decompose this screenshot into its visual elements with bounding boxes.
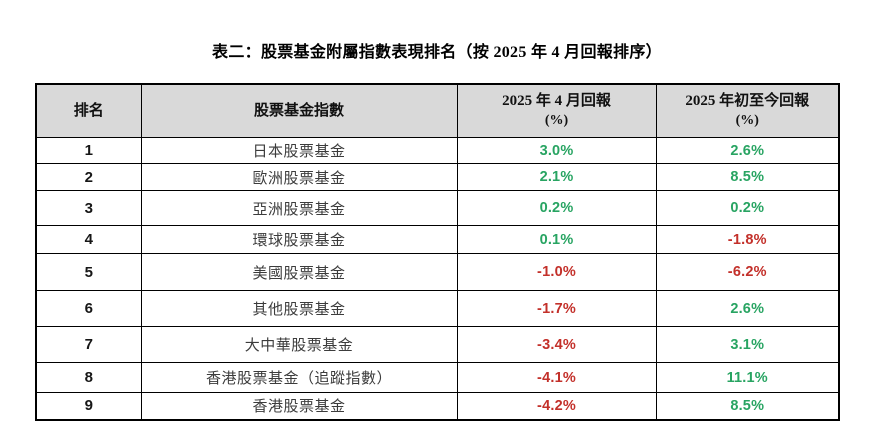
ytd-return-cell: 0.2% bbox=[655, 190, 840, 226]
ytd-return-cell: 3.1% bbox=[655, 326, 840, 363]
ytd-return-cell: 8.5% bbox=[655, 163, 840, 191]
fund-name-cell: 其他股票基金 bbox=[140, 290, 458, 327]
header-april-return: 2025 年 4 月回報 (%) bbox=[456, 83, 657, 138]
rank-cell: 2 bbox=[35, 163, 142, 191]
april-return-cell: -1.7% bbox=[456, 290, 657, 327]
ytd-return-cell: 2.6% bbox=[655, 290, 840, 327]
rank-cell: 8 bbox=[35, 362, 142, 393]
rank-cell: 4 bbox=[35, 225, 142, 254]
header-april-return-line1: 2025 年 4 月回報 bbox=[502, 93, 611, 110]
april-return-cell: -1.0% bbox=[456, 253, 657, 291]
rank-cell: 3 bbox=[35, 190, 142, 226]
header-ytd-return: 2025 年初至今回報 (%) bbox=[655, 83, 840, 138]
ytd-return-cell: 8.5% bbox=[655, 392, 840, 420]
rank-cell: 6 bbox=[35, 290, 142, 327]
header-fund-index: 股票基金指數 bbox=[140, 83, 458, 138]
fund-name-cell: 日本股票基金 bbox=[140, 137, 458, 164]
fund-name-cell: 香港股票基金 bbox=[140, 392, 458, 420]
april-return-cell: 2.1% bbox=[456, 163, 657, 191]
table-row: 5 美國股票基金 -1.0% -6.2% bbox=[35, 253, 840, 291]
fund-name-cell: 歐洲股票基金 bbox=[140, 163, 458, 191]
april-return-cell: -4.2% bbox=[456, 392, 657, 420]
header-rank: 排名 bbox=[35, 83, 142, 138]
table-row: 7 大中華股票基金 -3.4% 3.1% bbox=[35, 326, 840, 363]
april-return-cell: 3.0% bbox=[456, 137, 657, 164]
april-return-cell: 0.2% bbox=[456, 190, 657, 226]
table-row: 4 環球股票基金 0.1% -1.8% bbox=[35, 225, 840, 254]
ytd-return-cell: -1.8% bbox=[655, 225, 840, 254]
april-return-cell: -3.4% bbox=[456, 326, 657, 363]
fund-name-cell: 環球股票基金 bbox=[140, 225, 458, 254]
header-ytd-return-line1: 2025 年初至今回報 bbox=[685, 93, 810, 110]
fund-name-cell: 香港股票基金（追蹤指數） bbox=[140, 362, 458, 393]
header-ytd-return-unit: (%) bbox=[735, 112, 759, 128]
table-row: 8 香港股票基金（追蹤指數） -4.1% 11.1% bbox=[35, 362, 840, 393]
header-april-return-unit: (%) bbox=[544, 112, 569, 128]
rank-cell: 7 bbox=[35, 326, 142, 363]
fund-ranking-table: 排名 股票基金指數 2025 年 4 月回報 (%) 2025 年初至今回報 (… bbox=[35, 83, 840, 421]
rank-cell: 5 bbox=[35, 253, 142, 291]
table-row: 3 亞洲股票基金 0.2% 0.2% bbox=[35, 190, 840, 226]
april-return-cell: -4.1% bbox=[456, 362, 657, 393]
ytd-return-cell: 11.1% bbox=[655, 362, 840, 393]
rank-cell: 1 bbox=[35, 137, 142, 164]
fund-name-cell: 大中華股票基金 bbox=[140, 326, 458, 363]
table-row: 9 香港股票基金 -4.2% 8.5% bbox=[35, 392, 840, 420]
ytd-return-cell: -6.2% bbox=[655, 253, 840, 291]
page-title: 表二：股票基金附屬指數表現排名（按 2025 年 4 月回報排序） bbox=[212, 44, 662, 61]
fund-name-cell: 美國股票基金 bbox=[140, 253, 458, 291]
rank-cell: 9 bbox=[35, 392, 142, 420]
table-header-row: 排名 股票基金指數 2025 年 4 月回報 (%) 2025 年初至今回報 (… bbox=[35, 83, 840, 138]
table-body: 1 日本股票基金 3.0% 2.6% 2 歐洲股票基金 2.1% 8.5% 3 … bbox=[35, 137, 840, 420]
table-row: 6 其他股票基金 -1.7% 2.6% bbox=[35, 290, 840, 327]
ytd-return-cell: 2.6% bbox=[655, 137, 840, 164]
table-row: 1 日本股票基金 3.0% 2.6% bbox=[35, 137, 840, 164]
fund-name-cell: 亞洲股票基金 bbox=[140, 190, 458, 226]
april-return-cell: 0.1% bbox=[456, 225, 657, 254]
table-row: 2 歐洲股票基金 2.1% 8.5% bbox=[35, 163, 840, 191]
